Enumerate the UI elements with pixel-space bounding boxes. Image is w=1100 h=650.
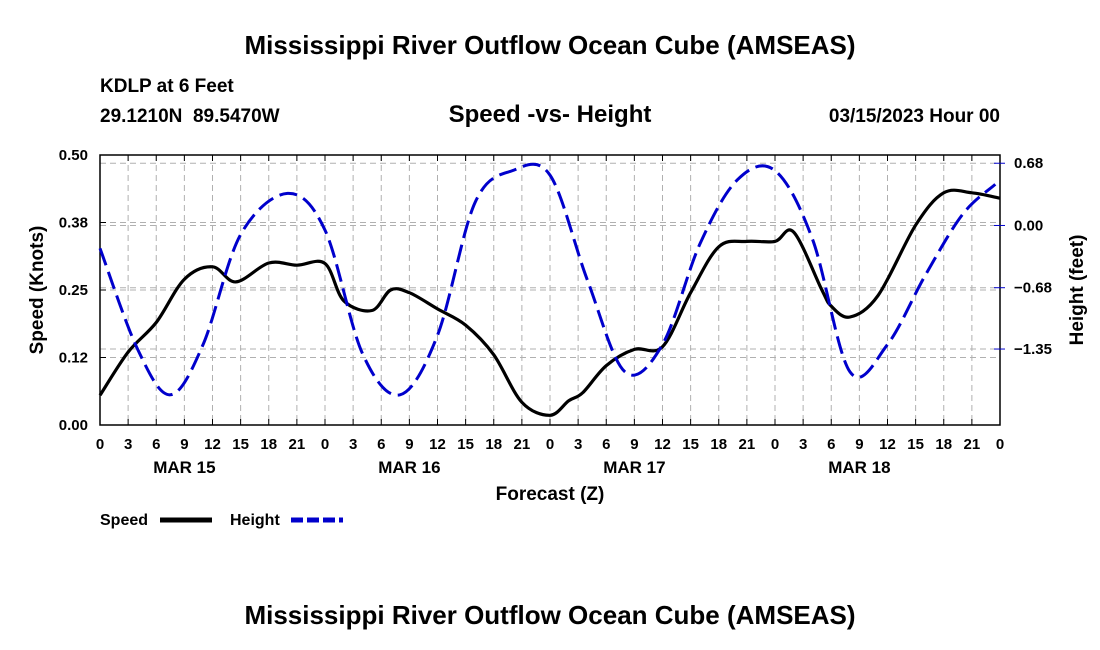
- x-tick-label: 9: [405, 436, 413, 453]
- x-tick-label: 12: [429, 436, 446, 453]
- x-tick-label: 3: [574, 436, 582, 453]
- legend-speed-label: Speed: [100, 512, 148, 529]
- x-tick-label: 6: [827, 436, 835, 453]
- y-tick-label: 0.00: [59, 417, 88, 434]
- y2-axis-label: Height (feet): [1067, 235, 1088, 346]
- x-tick-label: 15: [457, 436, 474, 453]
- x-date-label: MAR 18: [828, 458, 890, 477]
- x-axis-label: Forecast (Z): [496, 484, 605, 505]
- main-title: Mississippi River Outflow Ocean Cube (AM…: [244, 30, 856, 60]
- x-tick-label: 21: [964, 436, 981, 453]
- chart-subtitle: Speed -vs- Height: [448, 101, 652, 128]
- y2-tick-label: −0.68: [1014, 280, 1052, 297]
- x-tick-label: 9: [180, 436, 188, 453]
- y2-tick-label: 0.00: [1014, 217, 1043, 234]
- x-tick-label: 0: [546, 436, 554, 453]
- y-tick-label: 0.38: [59, 215, 88, 232]
- x-tick-label: 21: [514, 436, 531, 453]
- tick-labels: 0 3 6 9 12 15 18 21 0 3 6 9 12 15 18 21 0 3 6 9 12 15 18 21 0 3 6 9…: [59, 147, 1052, 477]
- x-tick-label: 0: [996, 436, 1004, 453]
- x-tick-label: 18: [710, 436, 727, 453]
- y2-tick-label: −1.35: [1014, 341, 1052, 358]
- x-tick-label: 6: [377, 436, 385, 453]
- x-tick-label: 12: [654, 436, 671, 453]
- x-date-label: MAR 16: [378, 458, 440, 477]
- x-tick-label: 18: [935, 436, 952, 453]
- x-tick-label: 0: [96, 436, 104, 453]
- x-tick-label: 18: [260, 436, 277, 453]
- x-tick-label: 3: [124, 436, 132, 453]
- x-tick-label: 12: [204, 436, 221, 453]
- x-tick-label: 21: [289, 436, 306, 453]
- x-tick-label: 12: [879, 436, 896, 453]
- speed-line: [98, 188, 1001, 417]
- x-tick-label: 18: [485, 436, 502, 453]
- x-tick-label: 9: [855, 436, 863, 453]
- x-tick-label: 15: [907, 436, 924, 453]
- x-tick-label: 15: [232, 436, 249, 453]
- y-tick-label: 0.25: [59, 282, 88, 299]
- x-tick-label: 9: [630, 436, 638, 453]
- y-tick-label: 0.50: [59, 147, 88, 164]
- y-axis-label: Speed (Knots): [27, 226, 48, 355]
- height-line: [98, 162, 997, 397]
- y-tick-label: 0.12: [59, 350, 88, 367]
- x-tick-label: 6: [602, 436, 610, 453]
- x-date-label: MAR 17: [603, 458, 665, 477]
- legend-height-label: Height: [230, 512, 280, 529]
- legend: Speed Height: [100, 512, 343, 529]
- x-tick-label: 0: [321, 436, 329, 453]
- grid-lines: [100, 155, 1000, 425]
- x-tick-label: 15: [682, 436, 699, 453]
- x-tick-label: 3: [349, 436, 357, 453]
- x-tick-label: 21: [739, 436, 756, 453]
- x-tick-label: 6: [152, 436, 160, 453]
- station-label: KDLP at 6 Feet: [100, 76, 234, 97]
- series-lines: [98, 162, 1001, 417]
- coordinates-label: 29.1210N 89.5470W: [100, 106, 280, 127]
- footer-title: Mississippi River Outflow Ocean Cube (AM…: [244, 600, 856, 630]
- datetime-label: 03/15/2023 Hour 00: [828, 106, 1000, 127]
- x-date-label: MAR 15: [153, 458, 215, 477]
- x-tick-label: 3: [799, 436, 807, 453]
- y2-tick-label: 0.68: [1014, 155, 1043, 172]
- x-tick-label: 0: [771, 436, 779, 453]
